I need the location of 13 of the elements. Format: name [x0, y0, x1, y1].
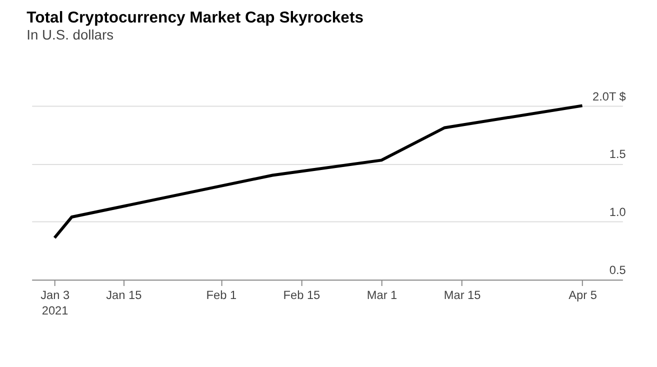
- y-tick-label: 1.5: [609, 147, 626, 162]
- x-tick-label: Jan 15: [106, 288, 142, 302]
- chart-title: Total Cryptocurrency Market Cap Skyrockets: [26, 10, 364, 27]
- x-tick-label: Feb 15: [283, 288, 321, 302]
- y-tick-label: 1.0: [609, 205, 626, 220]
- y-tick-label: 2.0T $: [592, 89, 626, 104]
- y-tick-label: 0.5: [609, 263, 626, 278]
- x-tick-label: Mar 15: [444, 288, 482, 302]
- x-tick-label: Jan 3 2021: [40, 288, 70, 318]
- x-tick-label: Feb 1: [206, 288, 237, 302]
- x-tick-label: Mar 1: [366, 288, 398, 302]
- chart-subtitle: In U.S. dollars: [26, 26, 114, 43]
- x-tick-label: Apr 5: [568, 288, 598, 302]
